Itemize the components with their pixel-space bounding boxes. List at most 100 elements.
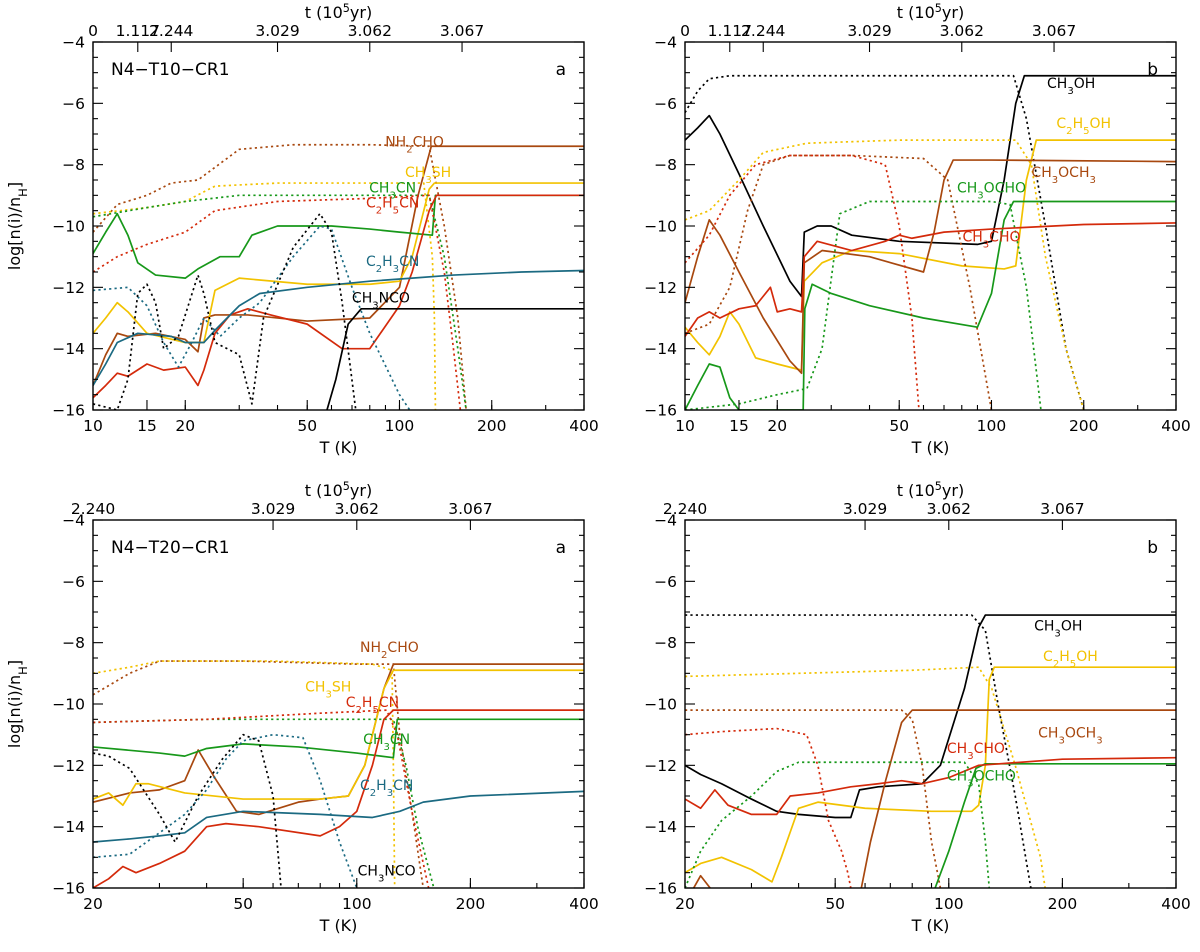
x-tick-label: 200 <box>456 895 486 913</box>
series-group <box>93 660 584 888</box>
y-tick-label: −10 <box>644 218 677 236</box>
x-axis-title: T (K) <box>319 916 358 935</box>
x-axis-title: T (K) <box>911 438 950 457</box>
panel-corner-label: b <box>1147 60 1158 80</box>
y-tick-label: −8 <box>654 634 677 652</box>
series-line <box>685 154 993 410</box>
y-tick-label: −12 <box>644 757 677 775</box>
top-axis-tick-label: 2.244 <box>741 22 785 40</box>
y-tick-label: −12 <box>644 279 677 297</box>
series-line <box>685 159 1176 375</box>
y-tick-label: −10 <box>644 696 677 714</box>
x-tick-label: 15 <box>137 417 157 435</box>
y-tick-label: −4 <box>654 34 677 52</box>
species-label: CH3SH <box>405 165 451 186</box>
panel-top-left: 10 15 20 50 100 200 400 −16 −14 −12 −10 −8 −6 −40 1.11… <box>5 2 599 458</box>
x-tick-label: 20 <box>175 417 195 435</box>
x-tick-label: 100 <box>342 895 372 913</box>
y-tick-label: −16 <box>644 880 677 898</box>
x-axis-title: T (K) <box>319 438 358 457</box>
series-line <box>93 269 584 386</box>
top-axis-tick-label: 3.062 <box>348 22 392 40</box>
species-label: C2H5CN <box>346 695 399 716</box>
y-tick-label: −12 <box>52 757 85 775</box>
y-tick-label: −14 <box>644 340 677 358</box>
x-tick-label: 20 <box>675 895 695 913</box>
y-tick-label: −14 <box>52 340 85 358</box>
top-axis-tick-label: 2.244 <box>149 22 193 40</box>
species-label: C2H5OH <box>1056 116 1111 137</box>
series-line <box>685 666 1176 883</box>
top-axis-tick-label: 3.062 <box>940 22 984 40</box>
series-line <box>685 756 1176 816</box>
x-tick-label: 50 <box>233 895 253 913</box>
panel-corner-label: a <box>556 60 566 80</box>
panel-corner-label: a <box>556 538 566 558</box>
y-tick-label: −6 <box>654 573 677 591</box>
x-tick-label: 200 <box>1069 417 1099 435</box>
species-label: CH3OH <box>1047 76 1095 97</box>
series-line <box>685 154 920 410</box>
panel-title: N4−T10−CR1 <box>111 60 230 80</box>
series-line <box>685 709 942 888</box>
x-tick-label: 100 <box>977 417 1007 435</box>
series-line <box>93 194 584 279</box>
x-tick-label: 50 <box>889 417 909 435</box>
y-tick-label: −10 <box>52 696 85 714</box>
species-label: C2H3CN <box>366 254 419 275</box>
top-axis-title: t (105yr) <box>305 480 372 501</box>
top-axis-tick-label: 1.117 <box>116 22 160 40</box>
species-label: CH3NCO <box>352 291 410 312</box>
top-axis-tick-label: 3.029 <box>843 500 887 518</box>
y-tick-label: −14 <box>644 818 677 836</box>
series-line <box>93 733 282 888</box>
y-tick-label: −4 <box>62 512 85 530</box>
series-line <box>93 145 584 386</box>
x-tick-label: 100 <box>385 417 415 435</box>
top-axis-title: t (105yr) <box>897 2 964 23</box>
series-line <box>685 614 1176 819</box>
series-line <box>685 614 1032 888</box>
species-label: CH3OH <box>1034 618 1082 639</box>
series-group <box>685 614 1176 888</box>
top-axis-tick-label: 0 <box>680 22 690 40</box>
y-tick-label: −12 <box>52 279 85 297</box>
series-line <box>93 669 584 807</box>
series-line <box>93 709 584 888</box>
x-tick-label: 20 <box>83 895 103 913</box>
y-tick-label: −16 <box>52 880 85 898</box>
x-axis-title: T (K) <box>911 916 950 935</box>
top-axis-tick-label: 2.240 <box>663 500 707 518</box>
series-line <box>93 182 584 344</box>
top-axis-tick-label: 3.062 <box>335 500 379 518</box>
series-line <box>685 139 1176 371</box>
top-axis-tick-label: 3.067 <box>1040 500 1084 518</box>
panel-bottom-left: 20 50 100 200 400 −16 −14 −12 −10 −8 −6 −42.240 3.02… <box>5 480 599 936</box>
y-axis-title: log[n(i)/nH] <box>5 182 30 270</box>
y-tick-label: −16 <box>644 402 677 420</box>
y-tick-label: −4 <box>654 512 677 530</box>
species-label: CH3CN <box>363 732 410 753</box>
y-tick-label: −8 <box>62 156 85 174</box>
y-tick-label: −6 <box>62 95 85 113</box>
species-label: CH3SH <box>305 680 351 701</box>
series-line <box>93 143 467 410</box>
y-tick-label: −8 <box>654 156 677 174</box>
series-line <box>93 718 584 759</box>
panel-title: N4−T20−CR1 <box>111 538 230 558</box>
series-line <box>685 139 1085 410</box>
species-label: NH2CHO <box>385 134 444 155</box>
series-line <box>685 761 991 888</box>
species-label: CH3CHO <box>962 229 1020 250</box>
y-tick-label: −16 <box>52 402 85 420</box>
panel-bottom-right: 20 50 100 200 400 −16 −14 −12 −10 −8 −6 −42.240 3.02… <box>644 480 1191 936</box>
x-tick-label: 200 <box>477 417 507 435</box>
panel-corner-label: b <box>1147 538 1158 558</box>
x-tick-label: 10 <box>83 417 103 435</box>
x-tick-label: 400 <box>569 895 599 913</box>
top-axis-tick-label: 3.067 <box>1032 22 1076 40</box>
species-label: CH3CN <box>369 180 416 201</box>
series-line <box>93 709 430 888</box>
series-line <box>685 200 1042 410</box>
y-tick-label: −6 <box>654 95 677 113</box>
